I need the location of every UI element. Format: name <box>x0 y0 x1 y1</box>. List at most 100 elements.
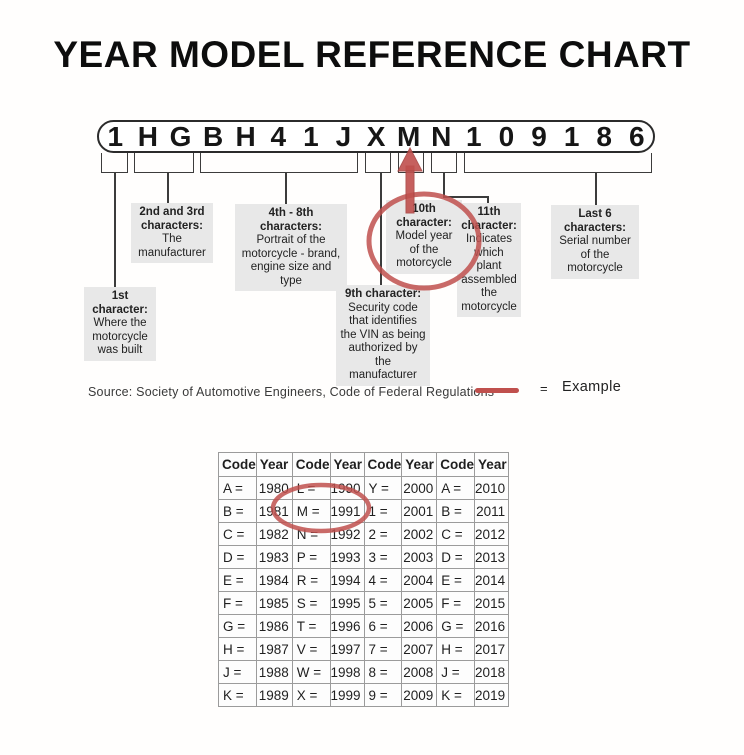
code-cell: H = <box>436 637 476 661</box>
year-cell: 2006 <box>401 614 438 638</box>
callout-body: Serial number of the motorcycle <box>559 235 631 274</box>
year-cell: 2015 <box>474 591 510 615</box>
connector-char-11-b <box>443 196 488 198</box>
vin-character: G <box>169 120 192 152</box>
code-cell: P = <box>291 545 331 569</box>
vin-character: 8 <box>596 120 612 152</box>
year-table-body: A = 1980 L = 1990 Y = 2000 A = 2010 B = 1981 M = 19… <box>218 476 510 707</box>
year-cell: 2012 <box>474 522 510 546</box>
year-cell: 1990 <box>329 476 365 500</box>
callout-body: Security code that identifies the VIN as… <box>340 301 426 382</box>
code-cell: G = <box>218 614 257 638</box>
connector-char-11-c <box>487 196 489 204</box>
year-cell: 1998 <box>329 660 365 684</box>
bracket-chars-4-8 <box>200 153 358 173</box>
vin-character: 1 <box>107 120 124 152</box>
year-cell: 2016 <box>474 614 510 638</box>
year-cell: 2009 <box>401 683 438 707</box>
callout-body: Indicates which plant assembled the moto… <box>461 233 517 313</box>
callout-last-6: Last 6 characters: Serial number of the … <box>551 205 639 279</box>
vin-character: 4 <box>270 120 287 152</box>
year-cell: 2004 <box>401 568 438 592</box>
vin-character: 0 <box>498 120 515 152</box>
callout-char-10: 10th character: Model year of the motorc… <box>386 200 462 274</box>
year-cell: 1989 <box>255 683 293 707</box>
source-text: Source: Society of Automotive Engineers,… <box>88 385 495 399</box>
bracket-chars-2-3 <box>134 153 194 173</box>
connector-char-1 <box>114 172 116 287</box>
code-cell: 2 = <box>363 522 403 546</box>
year-cell: 1996 <box>329 614 365 638</box>
code-cell: J = <box>218 660 257 684</box>
code-cell: C = <box>436 522 476 546</box>
callout-body: Where the motorcycle was built <box>92 317 148 356</box>
table-row: A = 1980 L = 1990 Y = 2000 A = 2010 <box>218 476 510 500</box>
year-cell: 2011 <box>474 499 510 523</box>
code-cell: B = <box>436 499 476 523</box>
code-cell: 9 = <box>363 683 403 707</box>
table-row: B = 1981 M = 1991 1 = 2001 B = 2011 <box>218 499 510 523</box>
table-header-row: Code Year Code Year Code Year Code Year <box>218 452 510 477</box>
vin-character: H <box>235 120 256 152</box>
year-cell: 1983 <box>255 545 293 569</box>
code-cell: K = <box>436 683 476 707</box>
table-row: E = 1984 R = 1994 4 = 2004 E = 2014 <box>218 568 510 592</box>
table-header-cell: Code <box>218 452 257 477</box>
year-cell: 2001 <box>401 499 438 523</box>
year-cell: 2005 <box>401 591 438 615</box>
code-cell: K = <box>218 683 257 707</box>
code-cell: S = <box>291 591 331 615</box>
table-header-cell: Year <box>329 452 365 477</box>
code-cell: J = <box>436 660 476 684</box>
callout-char-9: 9th character: Security code that identi… <box>336 285 430 386</box>
year-cell: 2008 <box>401 660 438 684</box>
year-cell: 1982 <box>255 522 293 546</box>
year-cell: 1992 <box>329 522 365 546</box>
vin-character: X <box>366 120 386 152</box>
year-cell: 2002 <box>401 522 438 546</box>
year-cell: 1985 <box>255 591 293 615</box>
code-cell: W = <box>291 660 331 684</box>
table-row: H = 1987 V = 1997 7 = 2007 H = 2017 <box>218 637 510 661</box>
code-cell: R = <box>291 568 331 592</box>
code-cell: H = <box>218 637 257 661</box>
callout-heading: 10th character: <box>396 203 452 229</box>
callout-heading: Last 6 characters: <box>563 208 626 234</box>
code-cell: G = <box>436 614 476 638</box>
year-cell: 2003 <box>401 545 438 569</box>
vin-character: 6 <box>629 120 645 152</box>
code-cell: T = <box>291 614 331 638</box>
vin-character: 1 <box>466 120 482 152</box>
example-line-icon <box>475 388 519 393</box>
connector-char-11-a <box>443 172 445 197</box>
year-cell: 2007 <box>401 637 438 661</box>
connector-chars-4-8 <box>285 172 287 205</box>
callout-heading: 1st character: <box>92 290 148 316</box>
table-header-cell: Year <box>474 452 510 477</box>
year-cell: 2019 <box>474 683 510 707</box>
table-header-cell: Code <box>436 452 476 477</box>
code-cell: N = <box>291 522 331 546</box>
callout-char-1: 1st character: Where the motorcycle was … <box>84 287 156 361</box>
table-row: J = 1988 W = 1998 8 = 2008 J = 2018 <box>218 660 510 684</box>
table-row: F = 1985 S = 1995 5 = 2005 F = 2015 <box>218 591 510 615</box>
vin-character: 1 <box>563 120 580 152</box>
year-cell: 1986 <box>255 614 293 638</box>
year-cell: 1991 <box>329 499 365 523</box>
bracket-char-11 <box>431 153 457 173</box>
year-cell: 2000 <box>401 476 438 500</box>
year-code-table: Code Year Code Year Code Year Code Year A = 1980… <box>218 452 510 707</box>
table-header-cell: Year <box>255 452 293 477</box>
year-cell: 2013 <box>474 545 510 569</box>
callout-body: The manufacturer <box>138 233 206 259</box>
table-row: C = 1982 N = 1992 2 = 2002 C = 2012 <box>218 522 510 546</box>
vin-character: 9 <box>531 120 547 152</box>
vin-character: 1 <box>303 120 319 152</box>
callout-body: Model year of the motorcycle <box>395 230 453 269</box>
code-cell: 7 = <box>363 637 403 661</box>
year-cell: 1997 <box>329 637 365 661</box>
table-header-cell: Year <box>401 452 438 477</box>
bracket-char-9 <box>365 153 391 173</box>
year-cell: 2010 <box>474 476 510 500</box>
